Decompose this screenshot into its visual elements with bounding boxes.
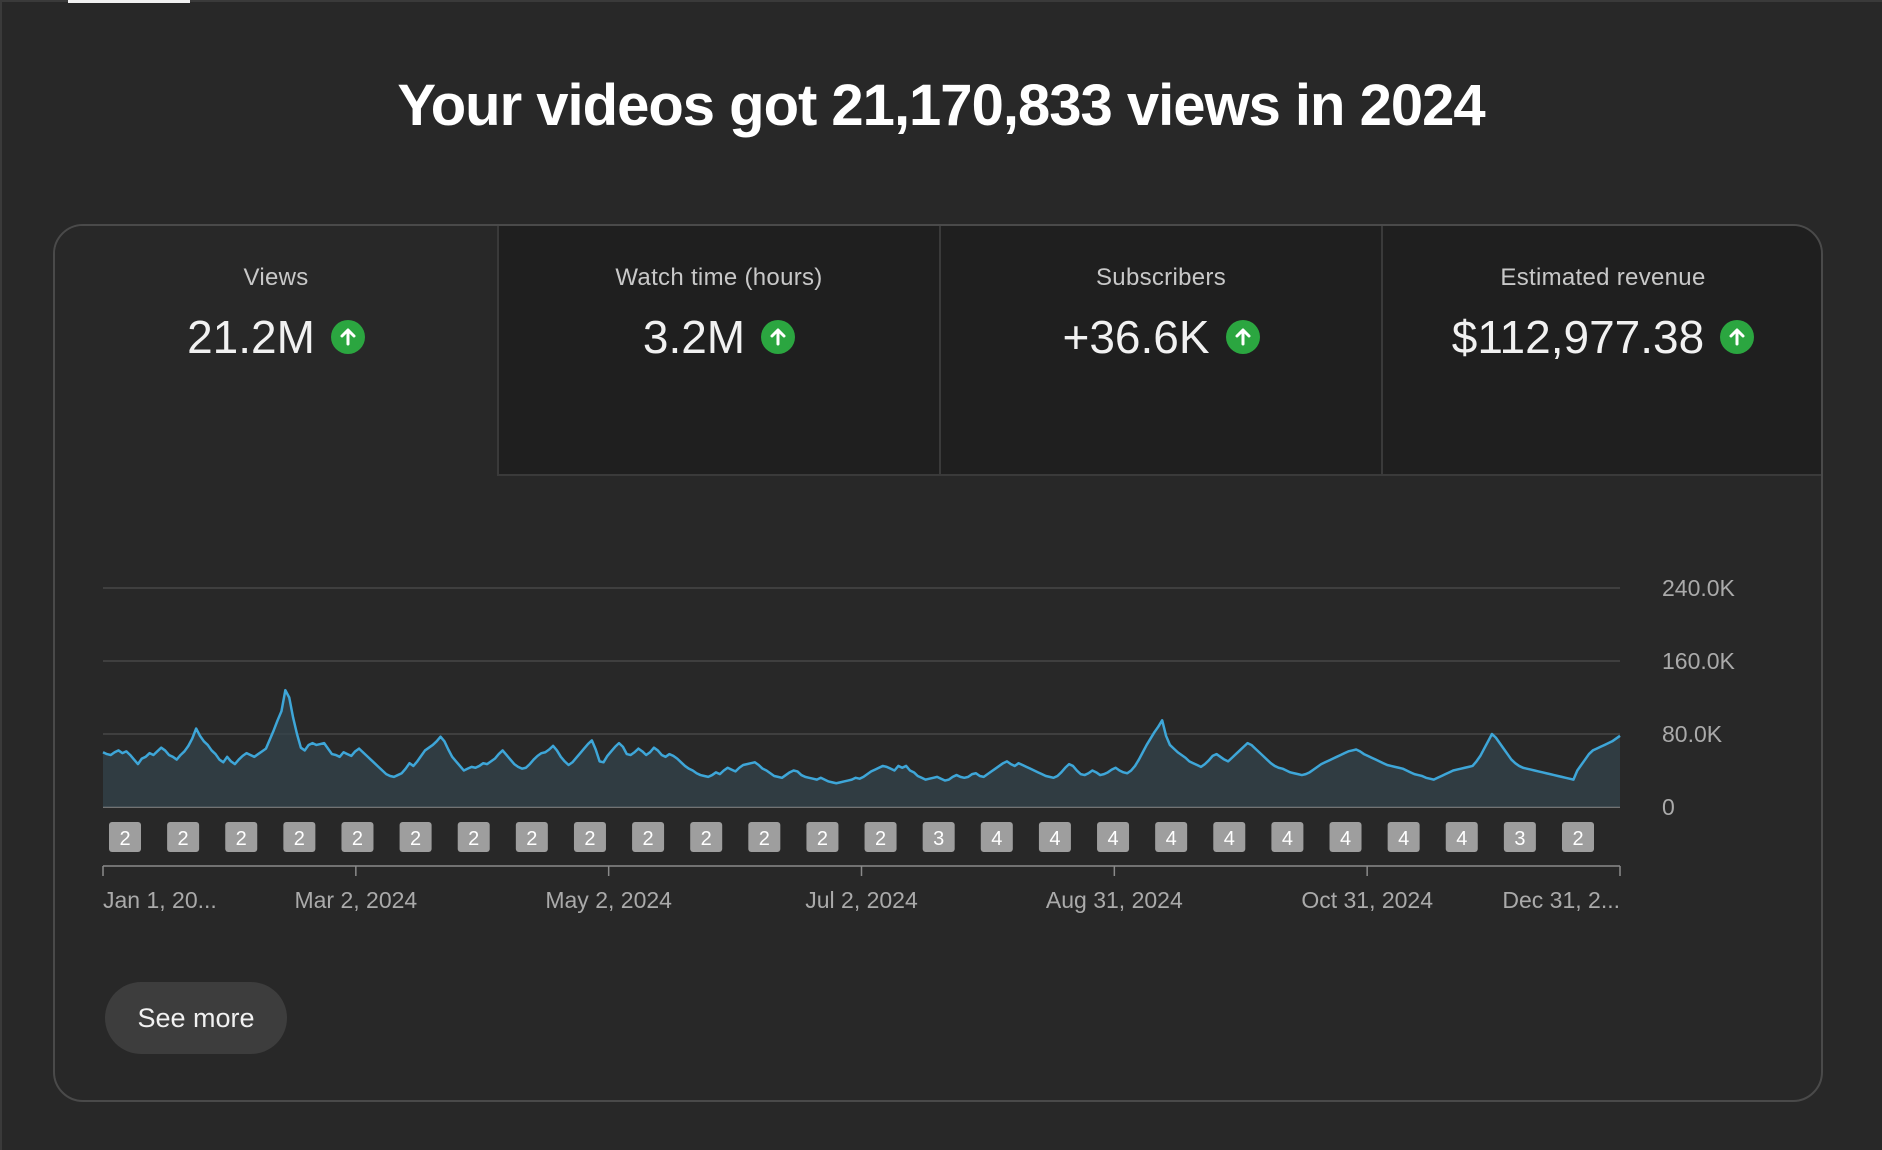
analytics-card: Views 21.2M Watch time (hours) 3.2M Subs… [53, 224, 1823, 1102]
x-tick-label: Oct 31, 2024 [1301, 887, 1433, 913]
x-tick-label: May 2, 2024 [545, 887, 672, 913]
top-border [0, 0, 1882, 2]
video-marker-count: 4 [1049, 828, 1060, 850]
metric-tab-revenue[interactable]: Estimated revenue $112,977.38 [1381, 226, 1821, 476]
video-marker-count: 2 [178, 828, 189, 850]
y-tick-label: 0 [1662, 794, 1675, 820]
y-tick-label: 80.0K [1662, 721, 1723, 747]
metric-tab-watch-time[interactable]: Watch time (hours) 3.2M [497, 226, 939, 476]
series-area [103, 690, 1620, 807]
video-marker-count: 2 [119, 828, 130, 850]
video-marker [1387, 822, 1420, 852]
metric-label: Watch time (hours) [615, 264, 823, 291]
video-marker-count: 4 [1340, 828, 1351, 850]
metric-tab-views[interactable]: Views 21.2M [55, 226, 497, 476]
metric-label: Views [243, 264, 309, 291]
y-tick-label: 160.0K [1662, 648, 1736, 674]
left-border [0, 0, 2, 1150]
video-marker [1038, 822, 1071, 852]
metric-value: $112,977.38 [1451, 311, 1705, 363]
video-marker [1213, 822, 1246, 852]
video-marker [1097, 822, 1130, 852]
video-marker [1155, 822, 1188, 852]
page-title: Your videos got 21,170,833 views in 2024 [397, 73, 1485, 138]
video-marker-count: 2 [643, 828, 654, 850]
video-marker [1329, 822, 1362, 852]
video-marker [864, 822, 897, 852]
video-marker-count: 2 [817, 828, 828, 850]
video-marker-count: 2 [410, 828, 421, 850]
x-tick-label: Aug 31, 2024 [1046, 887, 1183, 913]
arrow-up-icon [1225, 320, 1260, 354]
metric-tabs: Views 21.2M Watch time (hours) 3.2M Subs… [55, 226, 1821, 476]
video-marker-count: 4 [1282, 828, 1293, 850]
video-marker-count: 2 [294, 828, 305, 850]
video-marker [515, 822, 548, 852]
tab-indicator [68, 0, 190, 3]
video-marker-count: 2 [759, 828, 770, 850]
metric-value: 3.2M [642, 311, 746, 363]
video-marker [341, 822, 374, 852]
metric-label: Estimated revenue [1500, 264, 1706, 291]
video-marker [573, 822, 606, 852]
metric-label: Subscribers [1095, 264, 1226, 291]
video-marker-count: 2 [526, 828, 537, 850]
video-marker [980, 822, 1013, 852]
video-marker [1271, 822, 1304, 852]
metric-value: +36.6K [1062, 311, 1210, 363]
video-marker [922, 822, 955, 852]
video-marker [1562, 822, 1594, 852]
video-marker [283, 822, 316, 852]
video-marker [457, 822, 490, 852]
video-marker-count: 4 [1398, 828, 1409, 850]
video-marker-count: 2 [468, 828, 479, 850]
y-tick-label: 240.0K [1662, 575, 1736, 601]
video-marker-count: 4 [1224, 828, 1235, 850]
video-marker [748, 822, 781, 852]
video-marker [1503, 822, 1536, 852]
video-marker [167, 822, 200, 852]
metric-tab-subscribers[interactable]: Subscribers +36.6K [939, 226, 1381, 476]
video-marker-count: 4 [1107, 828, 1118, 850]
video-marker-count: 4 [1456, 828, 1467, 850]
video-marker-count: 2 [584, 828, 595, 850]
arrow-up-icon [761, 320, 796, 354]
video-marker-count: 2 [236, 828, 247, 850]
video-marker-count: 2 [875, 828, 886, 850]
x-tick-label: Dec 31, 2... [1502, 887, 1620, 913]
video-marker-count: 2 [352, 828, 363, 850]
arrow-up-icon [330, 320, 365, 354]
video-marker [806, 822, 839, 852]
video-marker-count: 2 [701, 828, 712, 850]
video-marker [399, 822, 432, 852]
x-tick-label: Jul 2, 2024 [805, 887, 918, 913]
see-more-button[interactable]: See more [105, 982, 287, 1054]
video-marker-count: 3 [1514, 828, 1525, 850]
views-chart: 240.0K 160.0K 80.0K 0 2 2 2 2 2 2 2 2 2 2 2 2 2 2 3 4 4 4 4 4 4 4… [102, 575, 1736, 913]
arrow-up-icon [1720, 320, 1755, 354]
x-tick-label: Mar 2, 2024 [294, 887, 417, 913]
video-marker-count: 4 [1166, 828, 1177, 850]
video-marker [109, 822, 141, 852]
video-marker-count: 4 [991, 828, 1002, 850]
video-marker-count: 2 [1572, 828, 1583, 850]
x-tick-label: Jan 1, 20... [103, 887, 217, 913]
video-marker [690, 822, 723, 852]
series-line [102, 688, 1621, 785]
video-marker [225, 822, 258, 852]
video-marker-count: 3 [933, 828, 944, 850]
video-marker [632, 822, 665, 852]
metric-value: 21.2M [187, 311, 315, 363]
video-marker [1445, 822, 1478, 852]
